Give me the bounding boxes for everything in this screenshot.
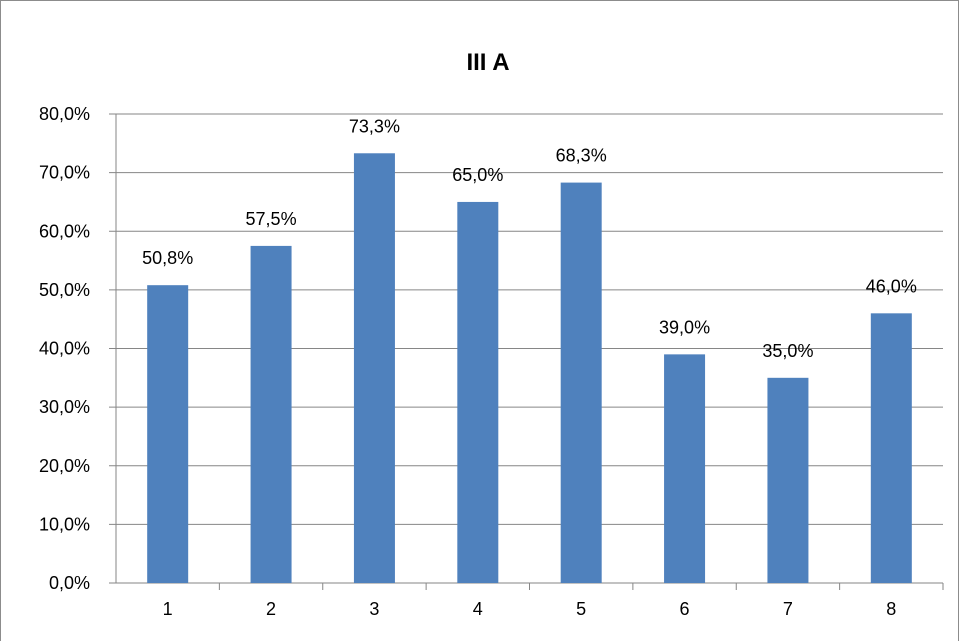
- y-tick-label: 60,0%: [39, 221, 90, 241]
- x-tick-label: 8: [886, 599, 896, 619]
- y-tick-label: 80,0%: [39, 104, 90, 124]
- y-tick-label: 0,0%: [49, 573, 90, 593]
- y-tick-label: 30,0%: [39, 397, 90, 417]
- chart-title: III A: [466, 49, 509, 76]
- y-axis: 0,0% 10,0% 20,0% 30,0% 40,0% 50,0% 60,0% 70,0% 8…: [39, 104, 117, 593]
- x-tick-label: 7: [783, 599, 793, 619]
- data-label: 50,8%: [142, 248, 193, 268]
- bar: [250, 245, 292, 583]
- bar: [767, 377, 809, 583]
- bar: [560, 182, 602, 583]
- data-label: 68,3%: [556, 146, 607, 166]
- y-tick-label: 40,0%: [39, 339, 90, 359]
- bar: [457, 201, 499, 583]
- data-label: 35,0%: [762, 341, 813, 361]
- data-label: 39,0%: [659, 317, 710, 337]
- x-tick-label: 2: [266, 599, 276, 619]
- x-tick-label: 1: [163, 599, 173, 619]
- x-tick-label: 6: [680, 599, 690, 619]
- bar: [353, 153, 395, 583]
- y-tick-label: 70,0%: [39, 163, 90, 183]
- data-label: 57,5%: [246, 209, 297, 229]
- y-tick-label: 50,0%: [39, 280, 90, 300]
- y-tick-label: 20,0%: [39, 456, 90, 476]
- bar: [147, 285, 189, 583]
- bars: [147, 153, 912, 583]
- x-tick-label: 4: [473, 599, 483, 619]
- bar: [870, 313, 912, 583]
- data-labels: 50,8% 57,5% 73,3% 65,0% 68,3% 39,0% 35,0% 46,0%: [142, 116, 917, 361]
- x-axis: 1 2 3 4 5 6 7 8: [163, 583, 944, 619]
- bar: [664, 354, 706, 583]
- data-label: 73,3%: [349, 116, 400, 136]
- y-tick-label: 10,0%: [39, 514, 90, 534]
- x-tick-label: 3: [369, 599, 379, 619]
- data-label: 46,0%: [866, 276, 917, 296]
- data-label: 65,0%: [452, 165, 503, 185]
- gridlines: [109, 113, 943, 584]
- x-tick-label: 5: [576, 599, 586, 619]
